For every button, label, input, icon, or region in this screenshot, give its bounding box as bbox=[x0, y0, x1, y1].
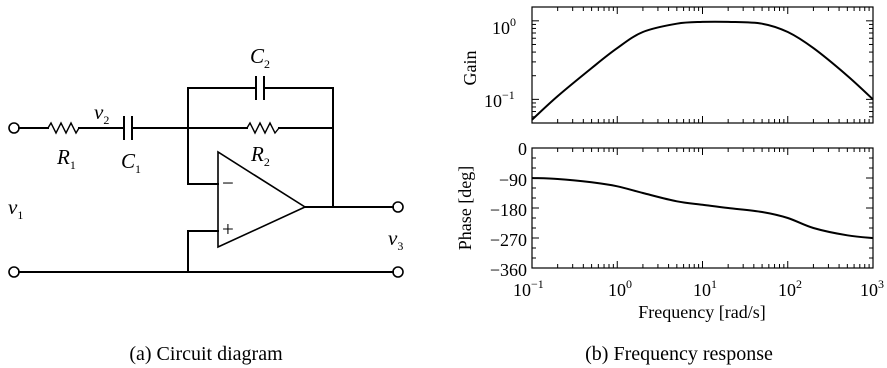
gain-axis-ticks bbox=[531, 7, 874, 124]
phase-curve bbox=[531, 177, 874, 239]
resistor-r2 bbox=[246, 121, 280, 135]
frequency-axis-label: Frequency [rad/s] bbox=[638, 302, 765, 322]
label-v3: v3 bbox=[388, 226, 403, 253]
opamp-triangle bbox=[217, 150, 307, 249]
x-tick-label-1e1: 101 bbox=[693, 277, 717, 300]
x-tick-label-1e2: 102 bbox=[778, 277, 802, 300]
phase-tick-label-0: 0 bbox=[518, 139, 527, 159]
x-tick-label-1e0: 100 bbox=[608, 277, 632, 300]
caption-frequency-response: (b) Frequency response bbox=[585, 343, 773, 365]
terminal-v1-bottom bbox=[8, 266, 20, 278]
opamp-minus-sign: − bbox=[222, 171, 234, 195]
terminal-v1-top bbox=[8, 122, 20, 134]
opamp-plus-sign: + bbox=[222, 217, 234, 241]
phase-tick-label-minus360: −360 bbox=[490, 260, 527, 280]
gain-axes-frame bbox=[531, 6, 874, 124]
label-v1: v1 bbox=[8, 195, 23, 222]
phase-tick-label-minus270: −270 bbox=[490, 230, 527, 250]
terminal-v3-bottom bbox=[392, 266, 404, 278]
circuit-diagram: − + R1 C1 v2 C2 R2 v1 v3 (a) Circuit dia… bbox=[8, 44, 404, 365]
caption-circuit: (a) Circuit diagram bbox=[129, 343, 283, 365]
label-c2: C2 bbox=[250, 44, 270, 71]
x-tick-label-1e3: 103 bbox=[860, 277, 884, 300]
phase-axis-label: Phase [deg] bbox=[455, 166, 475, 250]
phase-tick-label-minus90: −90 bbox=[499, 170, 527, 190]
x-tick-label-1e-1: 10−1 bbox=[513, 277, 544, 300]
gain-curve bbox=[531, 20, 874, 121]
label-v2: v2 bbox=[94, 100, 109, 127]
label-r1: R1 bbox=[56, 145, 76, 172]
phase-axes-frame bbox=[531, 147, 874, 269]
label-c1: C1 bbox=[121, 149, 141, 176]
gain-tick-label-1e0: 100 bbox=[492, 15, 516, 38]
phase-axis-ticks bbox=[531, 147, 874, 269]
gain-axis-label: Gain bbox=[460, 51, 480, 86]
phase-tick-label-minus180: −180 bbox=[490, 200, 527, 220]
resistor-r1 bbox=[47, 121, 80, 135]
bode-plot: 100 10−1 0 −90 −180 −270 −360 10−1 100 1… bbox=[455, 6, 884, 365]
terminal-v3-top bbox=[392, 201, 404, 213]
label-r2: R2 bbox=[250, 142, 270, 169]
gain-tick-label-1e-1: 10−1 bbox=[484, 88, 515, 111]
